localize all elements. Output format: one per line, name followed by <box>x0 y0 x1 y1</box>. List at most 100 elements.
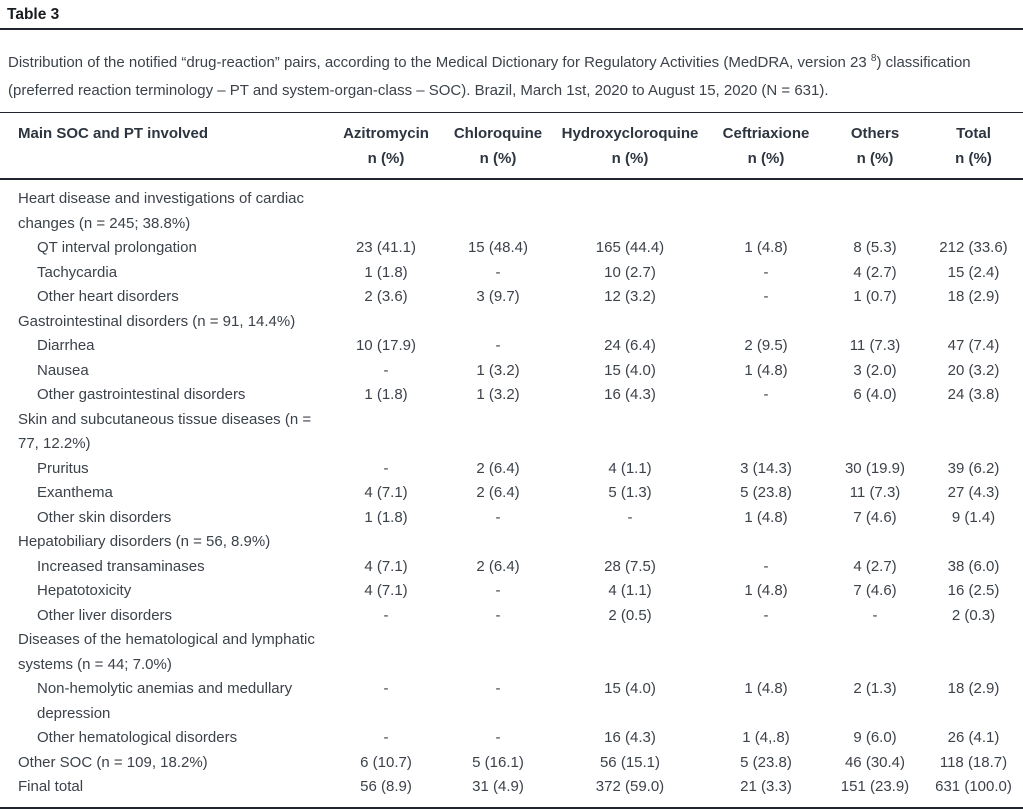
row-label: Other liver disorders <box>37 606 173 624</box>
cell-value: 151 (23.9) <box>826 775 924 809</box>
cell-value <box>330 179 442 236</box>
cell-value: 7 (4.6) <box>853 508 897 526</box>
cell-value: 1 (4.8) <box>744 361 788 379</box>
cell-value: - <box>495 263 501 281</box>
column-header-sub: n (%) <box>955 150 992 167</box>
table-row: Other SOC (n = 109, 18.2%) 6 (10.7) 5 (16.… <box>0 751 1023 776</box>
cell-value: 5 (23.8) <box>740 753 792 771</box>
cell-value: 18 (2.9) <box>947 288 1000 305</box>
data-table: Main SOC and PT involved Azitromycin n (%)… <box>0 112 1023 809</box>
cell-value: 9 (1.4) <box>951 508 996 526</box>
table-row: Other liver disorders - - 2 (0.5) - - 2 (0.3) <box>0 604 1023 629</box>
cell-value: 4 (1.1) <box>608 582 652 599</box>
cell-value: 4 (7.1) <box>364 557 408 575</box>
cell-value <box>826 408 924 457</box>
column-header-label: Ceftriaxione <box>722 125 810 142</box>
cell-value: 1 (4.8) <box>744 508 788 526</box>
cell-value: 1 (4.8) <box>744 582 788 599</box>
table-row: Diarrhea 10 (17.9) - 24 (6.4) 2 (9.5) 11 (7.3… <box>0 334 1023 359</box>
row-label: Tachycardia <box>37 263 118 281</box>
cell-value: 15 (2.4) <box>947 263 1000 281</box>
cell-value <box>706 310 826 335</box>
cell-value <box>330 408 442 457</box>
table-row: Heart disease and investigations of card… <box>0 179 1023 236</box>
column-header: Ceftriaxione n (%) <box>706 112 826 180</box>
cell-value: 15 (4.0) <box>604 361 656 379</box>
table-row: QT interval prolongation 23 (41.1) 15 (48.… <box>0 236 1023 261</box>
cell-value <box>924 310 1023 335</box>
cell-value <box>924 408 1023 457</box>
cell-value: 2 (0.5) <box>608 606 652 624</box>
cell-value: - <box>495 582 501 599</box>
cell-value <box>554 628 706 677</box>
column-header: Azitromycin n (%) <box>330 112 442 180</box>
cell-value <box>826 310 924 335</box>
cell-value: 56 (8.9) <box>330 775 442 809</box>
cell-value: 30 (19.9) <box>844 459 906 477</box>
cell-value: - <box>383 680 389 697</box>
cell-value: - <box>763 263 769 281</box>
cell-value: 7 (4.6) <box>853 582 897 599</box>
caption-text-1: Distribution of the notified “drug-react… <box>8 54 871 71</box>
row-label: Pruritus <box>37 459 89 477</box>
cell-value: 2 (9.5) <box>744 337 788 354</box>
table-row: Other skin disorders 1 (1.8) - - 1 (4.8) 7 (4… <box>0 506 1023 531</box>
column-header-label: Azitromycin <box>343 125 429 142</box>
cell-value <box>706 408 826 457</box>
cell-value: 6 (10.7) <box>360 753 412 771</box>
column-header: Hydroxycloroquine n (%) <box>554 112 706 180</box>
cell-value: 24 (6.4) <box>604 337 656 354</box>
cell-value: - <box>495 337 501 354</box>
table-row: Gastrointestinal disorders (n = 91, 14.4… <box>0 310 1023 335</box>
cell-value: 28 (7.5) <box>604 557 656 575</box>
row-label: Skin and subcutaneous tissue diseases (n… <box>18 410 312 453</box>
cell-value: 1 (4.8) <box>744 680 788 697</box>
cell-value: 38 (6.0) <box>947 557 1000 575</box>
cell-value <box>442 310 554 335</box>
cell-value: 212 (33.6) <box>939 239 1008 256</box>
cell-value: 3 (2.0) <box>853 361 897 379</box>
cell-value <box>706 530 826 555</box>
cell-value <box>442 179 554 236</box>
cell-value: 1 (3.2) <box>476 361 520 379</box>
cell-value: 24 (3.8) <box>947 386 1000 403</box>
cell-value: 372 (59.0) <box>554 775 706 809</box>
table-body: Heart disease and investigations of card… <box>0 179 1023 809</box>
cell-value: 12 (3.2) <box>604 288 656 305</box>
column-header: Chloroquine n (%) <box>442 112 554 180</box>
table-row: Skin and subcutaneous tissue diseases (n… <box>0 408 1023 457</box>
table-row: Increased transaminases 4 (7.1) 2 (6.4) 28 … <box>0 555 1023 580</box>
cell-value: 4 (7.1) <box>364 484 408 501</box>
row-label: Final total <box>0 775 330 809</box>
cell-value: - <box>383 606 389 624</box>
cell-value <box>442 408 554 457</box>
cell-value: 118 (18.7) <box>939 753 1008 771</box>
row-label: Other hematological disorders <box>37 729 238 746</box>
cell-value <box>826 530 924 555</box>
table-row: Diseases of the hematological and lympha… <box>0 628 1023 677</box>
cell-value <box>554 408 706 457</box>
cell-value: - <box>872 606 878 624</box>
row-label: Other gastrointestinal disorders <box>37 386 246 403</box>
column-header-label: Chloroquine <box>453 125 543 142</box>
column-header-sub: n (%) <box>479 150 517 167</box>
table-row: Tachycardia 1 (1.8) - 10 (2.7) - 4 (2.7) 15 (2… <box>0 261 1023 286</box>
table-row: Other hematological disorders - - 16 (4.3) 1… <box>0 726 1023 751</box>
cell-value: 4 (2.7) <box>853 557 897 575</box>
cell-value <box>924 179 1023 236</box>
column-header: Total n (%) <box>924 112 1023 180</box>
cell-value: - <box>763 557 769 575</box>
column-header-sub: n (%) <box>856 150 894 167</box>
row-label: Hepatobiliary disorders (n = 56, 8.9%) <box>18 533 271 550</box>
cell-value: 2 (0.3) <box>951 606 996 624</box>
cell-value: 2 (3.6) <box>364 288 408 305</box>
cell-value: 4 (7.1) <box>364 582 408 599</box>
cell-value: - <box>495 508 501 526</box>
cell-value: - <box>763 386 769 403</box>
cell-value: 23 (41.1) <box>355 239 417 256</box>
column-header-sub: n (%) <box>367 150 405 167</box>
row-label: Other skin disorders <box>37 508 172 526</box>
cell-value: 15 (48.4) <box>467 239 529 256</box>
row-label: Heart disease and investigations of card… <box>18 190 304 232</box>
